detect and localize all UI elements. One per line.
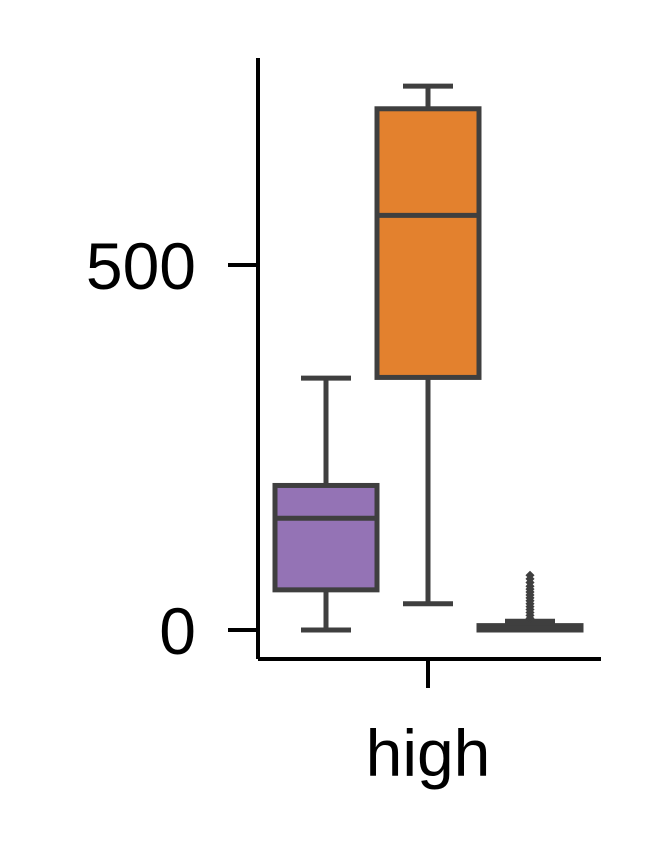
box-body bbox=[272, 482, 380, 593]
y-tick-label: 0 bbox=[159, 594, 196, 668]
outlier-point bbox=[525, 570, 535, 580]
y-tick-label: 500 bbox=[86, 229, 196, 303]
box-body bbox=[374, 106, 482, 380]
x-tick-label: high bbox=[366, 716, 491, 790]
